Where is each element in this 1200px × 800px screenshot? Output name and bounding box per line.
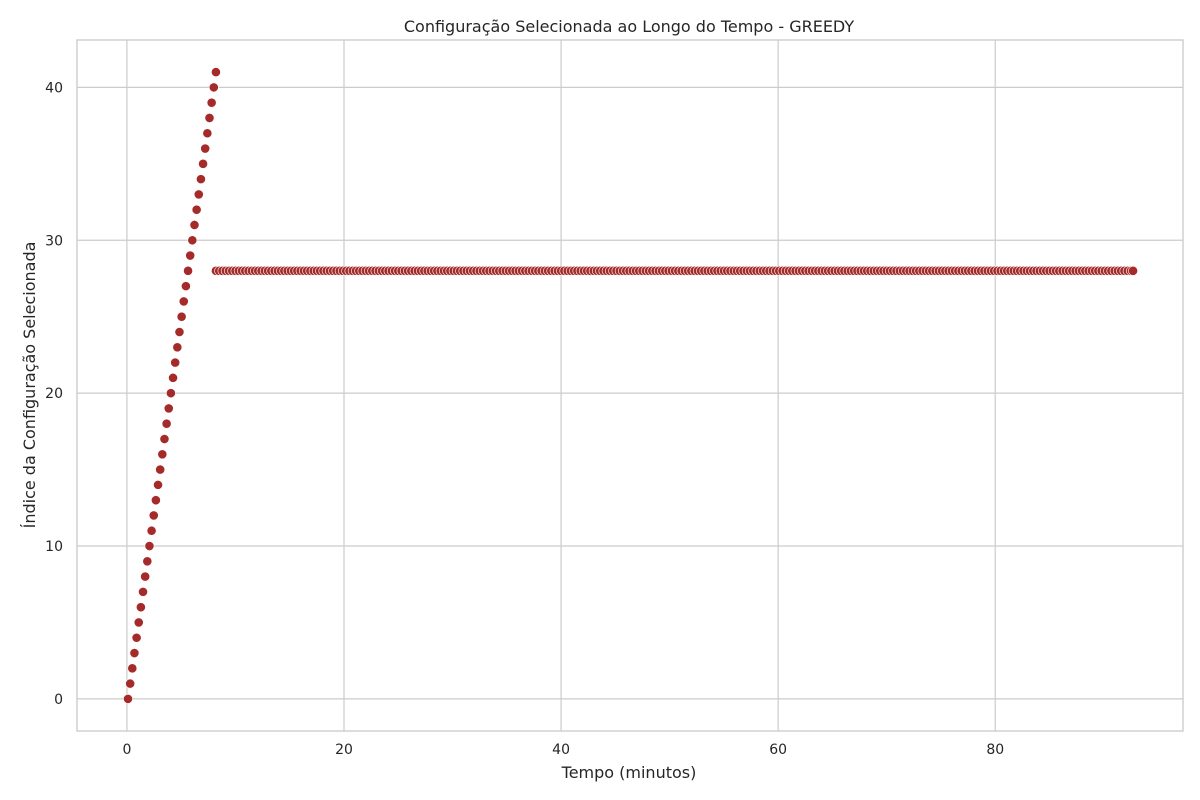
- data-point: [183, 265, 193, 276]
- data-point: [129, 648, 140, 658]
- data-point: [181, 281, 191, 292]
- data-point: [123, 693, 133, 704]
- data-point: [189, 220, 200, 230]
- data-point: [150, 495, 161, 506]
- data-point: [146, 525, 157, 536]
- data-point: [200, 143, 211, 154]
- data-point: [196, 174, 206, 185]
- y-tick-label: 20: [45, 386, 63, 402]
- data-point: [170, 357, 181, 368]
- x-tick-label: 80: [986, 742, 1004, 758]
- data-point: [163, 403, 174, 414]
- data-point: [202, 128, 213, 139]
- data-point: [191, 204, 202, 215]
- data-point: [125, 678, 136, 689]
- y-tick-label: 40: [45, 80, 63, 96]
- x-tick-label: 60: [769, 742, 787, 758]
- y-tick-labels: 0 10 20 30 40: [45, 80, 63, 708]
- x-axis-label: Tempo (minutos): [561, 763, 697, 782]
- data-point: [176, 311, 187, 322]
- data-point: [148, 510, 159, 521]
- x-tick-label: 20: [335, 742, 353, 758]
- data-point: [208, 82, 219, 93]
- data-point: [168, 372, 178, 383]
- data-point: [187, 235, 198, 246]
- data-point: [159, 434, 170, 444]
- plot-frame: [76, 39, 1184, 732]
- grid: [77, 40, 1183, 731]
- y-tick-label: 30: [45, 233, 63, 249]
- data-point: [193, 189, 204, 200]
- data-point: [185, 250, 196, 261]
- data-point: [153, 479, 163, 490]
- data-point: [172, 342, 183, 353]
- data-point: [155, 464, 166, 475]
- data-point: [206, 97, 217, 108]
- y-axis-label: Índice da Configuração Selecionada: [20, 242, 39, 529]
- data-point: [204, 113, 215, 123]
- data-point: [138, 586, 148, 597]
- data-point: [135, 602, 146, 613]
- data-point: [142, 556, 153, 567]
- data-points: [123, 67, 1138, 704]
- y-tick-label: 10: [45, 539, 63, 555]
- data-point: [178, 296, 189, 307]
- data-point: [140, 571, 151, 582]
- data-point: [211, 67, 221, 78]
- data-point: [165, 388, 176, 399]
- data-point: [161, 418, 172, 429]
- data-point: [144, 541, 155, 551]
- x-tick-labels: 0 20 40 60 80: [122, 742, 1004, 758]
- chart-title: Configuração Selecionada ao Longo do Tem…: [404, 17, 855, 36]
- data-point: [157, 449, 168, 460]
- data-point: [127, 663, 138, 674]
- data-point: [131, 632, 142, 643]
- y-tick-label: 0: [54, 692, 63, 708]
- data-point: [174, 327, 185, 337]
- x-tick-label: 40: [552, 742, 570, 758]
- data-point: [133, 617, 144, 628]
- data-point: [1128, 265, 1138, 276]
- x-tick-label: 0: [122, 742, 131, 758]
- data-point: [198, 158, 208, 169]
